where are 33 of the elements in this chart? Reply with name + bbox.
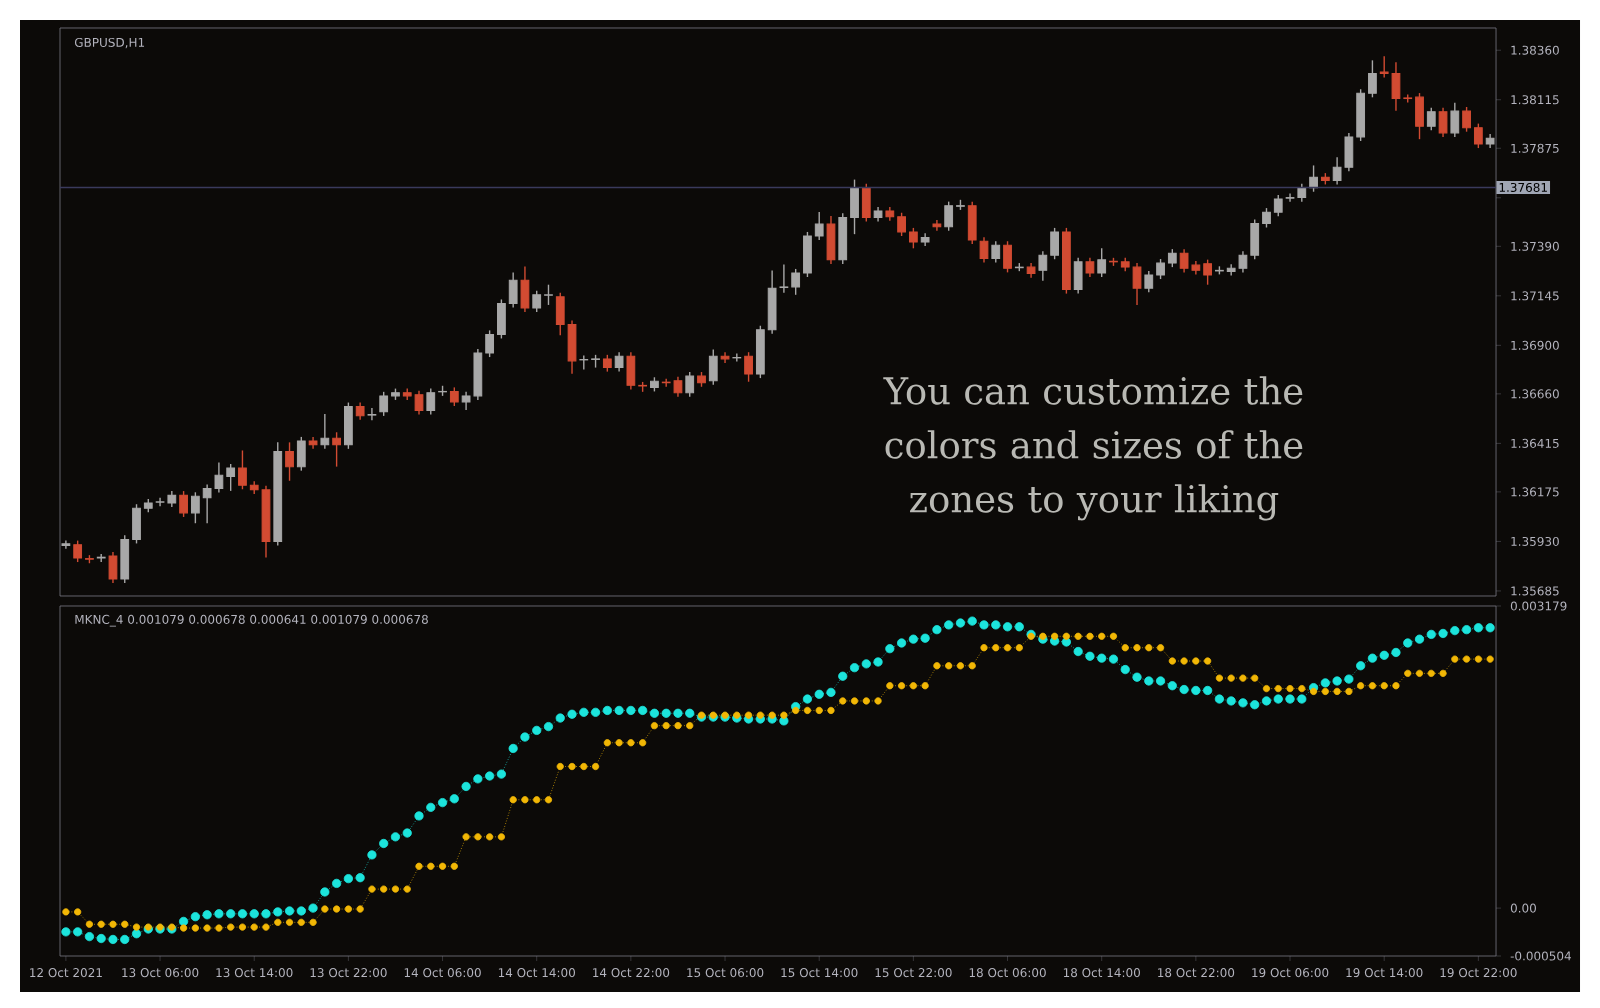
candlestick — [1438, 106, 1448, 138]
candlestick — [979, 236, 989, 264]
candlestick — [708, 348, 718, 386]
candlestick — [1097, 247, 1107, 278]
candlestick — [1426, 106, 1436, 131]
candlestick — [1085, 257, 1095, 278]
candlestick — [61, 539, 71, 550]
candlestick — [332, 431, 341, 468]
candlestick — [861, 182, 871, 223]
candlestick — [1073, 257, 1083, 295]
candlestick — [1450, 102, 1460, 138]
candlestick — [720, 351, 730, 364]
candlestick — [826, 215, 836, 265]
candlestick — [1309, 164, 1318, 193]
candlestick — [991, 240, 1001, 264]
candlestick — [732, 352, 742, 363]
candlestick — [320, 413, 330, 450]
candlestick — [967, 200, 977, 245]
candlestick — [932, 219, 942, 232]
candlestick — [1003, 240, 1012, 274]
candlestick — [426, 387, 436, 416]
candlestick — [449, 386, 459, 407]
candlestick — [685, 371, 695, 398]
candlestick — [296, 436, 306, 472]
candlestick — [520, 265, 530, 313]
candlestick — [367, 407, 377, 421]
candlestick — [614, 351, 624, 373]
annotation: You can customize the colors and sizes of the zones to your liking — [883, 376, 1303, 521]
candlestick — [108, 551, 118, 584]
candlestick — [179, 490, 188, 518]
candlestick — [744, 351, 753, 383]
candlestick — [285, 441, 294, 482]
candlestick — [344, 401, 353, 450]
